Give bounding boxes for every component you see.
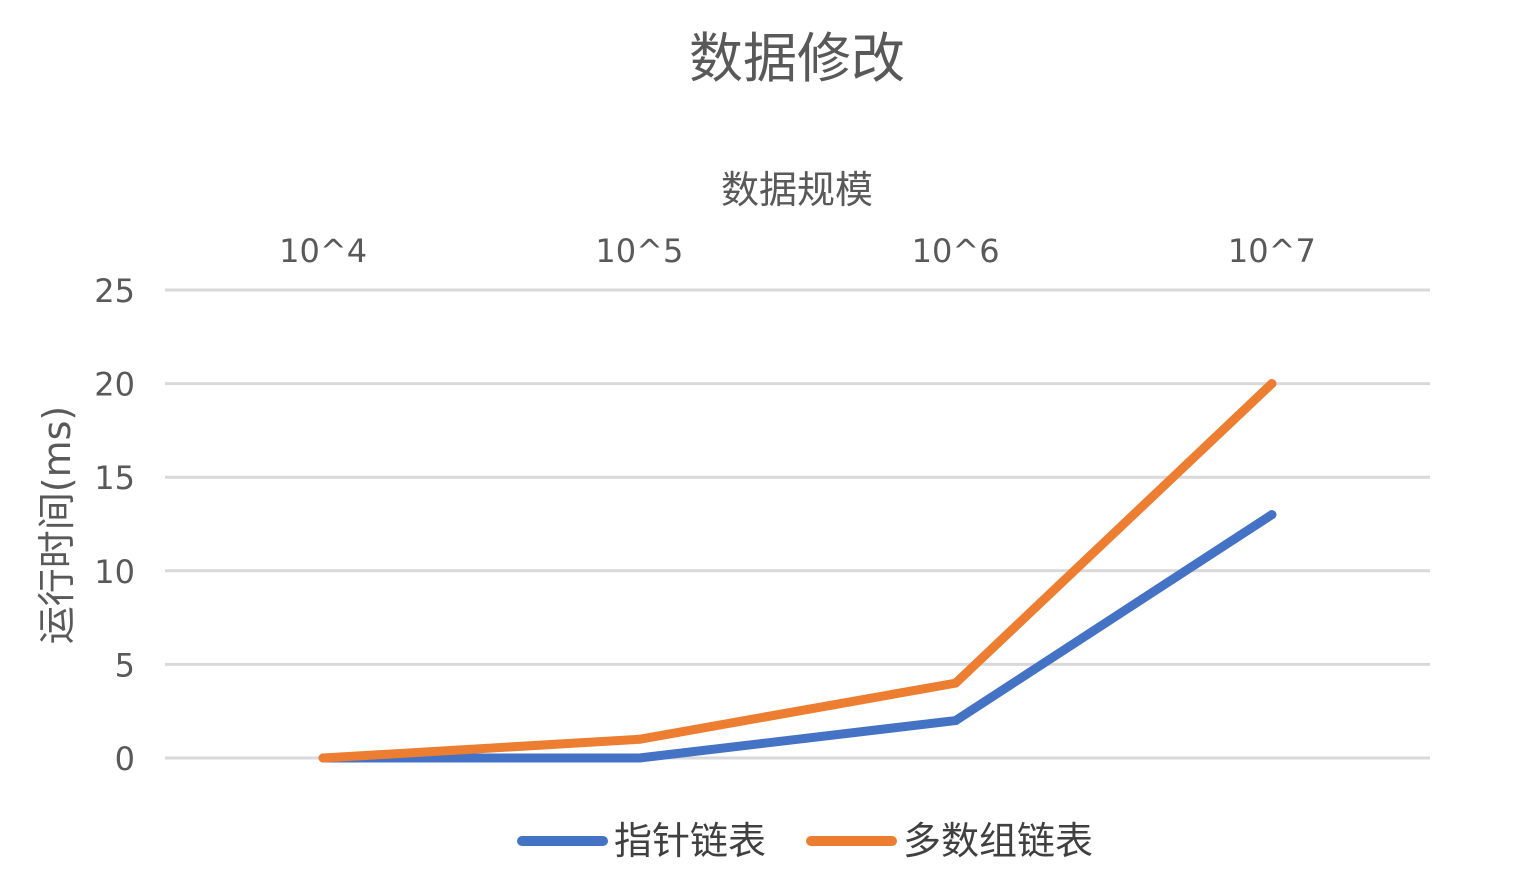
y-axis-ticks: 0 5 10 15 20 25	[94, 272, 135, 778]
y-axis-title: 运行时间(ms)	[35, 406, 79, 644]
series-line-1	[318, 510, 1277, 763]
x-tick-label: 10^4	[279, 232, 367, 270]
y-tick-label: 25	[94, 272, 135, 310]
y-tick-label: 15	[94, 459, 135, 497]
data-point	[1267, 379, 1277, 389]
data-point	[1267, 510, 1277, 520]
data-point	[318, 753, 328, 763]
x-axis-ticks: 10^4 10^5 10^6 10^7	[279, 232, 1316, 270]
x-tick-label: 10^7	[1228, 232, 1316, 270]
y-tick-label: 5	[115, 646, 135, 684]
data-point	[951, 678, 961, 688]
series-line-2	[318, 379, 1277, 763]
y-tick-label: 10	[94, 553, 135, 591]
chart-title: 数据修改	[689, 27, 905, 90]
gridlines	[165, 288, 1430, 760]
x-tick-label: 10^6	[912, 232, 1000, 270]
x-tick-label: 10^5	[595, 232, 683, 270]
plot-series	[318, 379, 1277, 763]
data-point	[634, 734, 644, 744]
y-tick-label: 0	[115, 740, 135, 778]
data-point	[951, 716, 961, 726]
x-axis-title: 数据规模	[721, 168, 873, 212]
legend-label: 指针链表	[614, 819, 766, 863]
legend-label: 多数组链表	[903, 819, 1093, 863]
data-point	[634, 753, 644, 763]
y-tick-label: 20	[94, 366, 135, 404]
legend: 指针链表 多数组链表	[517, 819, 1093, 863]
